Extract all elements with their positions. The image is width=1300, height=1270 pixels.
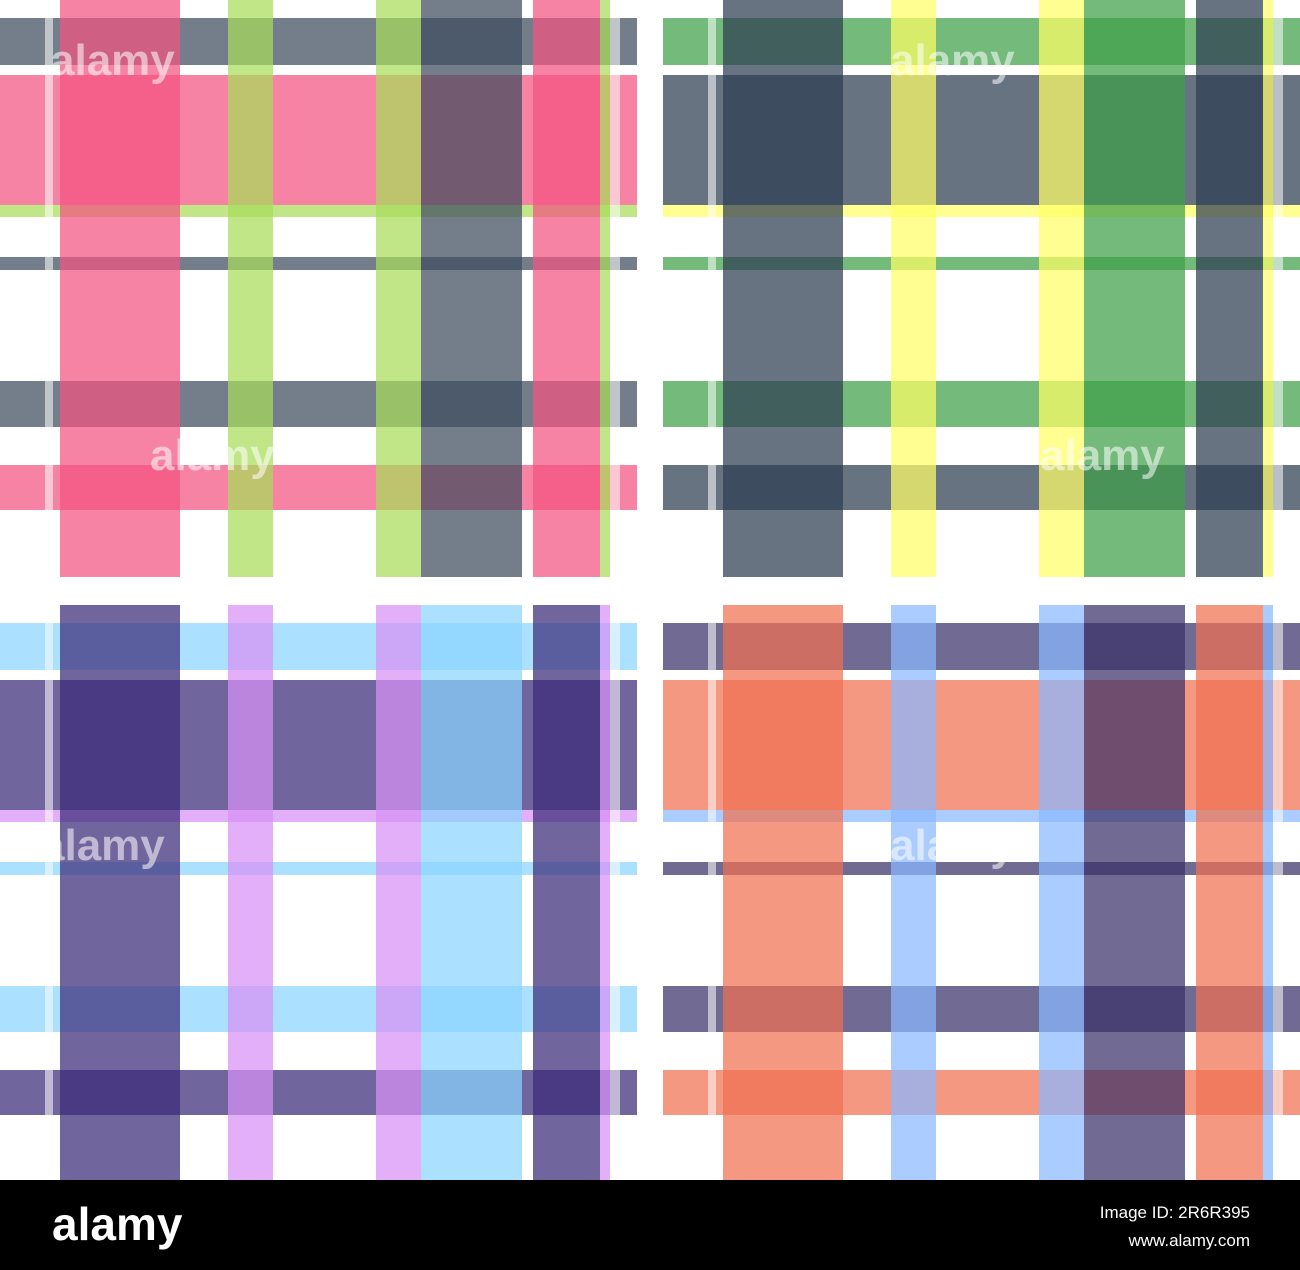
- white-line: [610, 605, 620, 1182]
- white-line: [1273, 0, 1283, 577]
- watermark: alamy: [40, 821, 165, 870]
- v-stripe: [376, 0, 421, 577]
- watermark: alamy: [50, 36, 175, 85]
- v-stripe: [600, 605, 610, 1182]
- v-stripe: [891, 0, 936, 577]
- v-stripe: [1196, 0, 1263, 577]
- watermark: alamy: [1040, 431, 1165, 480]
- v-stripe: [1263, 605, 1273, 1182]
- white-line: [708, 605, 716, 1182]
- v-stripe: [723, 605, 843, 1182]
- v-stripe: [533, 605, 600, 1182]
- plaid-tile: [663, 605, 1300, 1182]
- v-stripe: [600, 0, 610, 577]
- v-stripe: [1039, 0, 1084, 577]
- image-id: Image ID: 2R6R395: [1100, 1203, 1250, 1222]
- plaid-tile: [0, 605, 637, 1182]
- v-stripe: [1084, 605, 1185, 1182]
- white-line: [708, 0, 716, 577]
- v-stripe: [1039, 605, 1084, 1182]
- footer-bar: [0, 1180, 1300, 1270]
- white-line: [1273, 605, 1283, 1182]
- v-stripe: [1084, 0, 1185, 577]
- watermark: alamy: [890, 36, 1015, 85]
- v-stripe: [421, 0, 522, 577]
- plaid-tile: [0, 0, 637, 577]
- v-stripe: [421, 605, 522, 1182]
- site-url: www.alamy.com: [1127, 1231, 1250, 1250]
- v-stripe: [376, 605, 421, 1182]
- v-stripe: [228, 605, 273, 1182]
- v-stripe: [60, 0, 180, 577]
- plaid-tiles: [0, 0, 1300, 1182]
- v-stripe: [533, 0, 600, 577]
- v-stripe: [891, 605, 936, 1182]
- v-stripe: [723, 0, 843, 577]
- v-stripe: [1263, 0, 1273, 577]
- watermark: alamy: [890, 821, 1015, 870]
- plaid-tile: [663, 0, 1300, 577]
- watermark: alamy: [150, 431, 275, 480]
- white-line: [610, 0, 620, 577]
- v-stripe: [228, 0, 273, 577]
- v-stripe: [60, 605, 180, 1182]
- footer-logo: alamy: [52, 1198, 183, 1250]
- v-stripe: [1196, 605, 1263, 1182]
- white-line: [45, 0, 53, 577]
- watermarks: alamy alamy alamy alamy alamy alamy: [40, 36, 1165, 870]
- white-line: [45, 605, 53, 1182]
